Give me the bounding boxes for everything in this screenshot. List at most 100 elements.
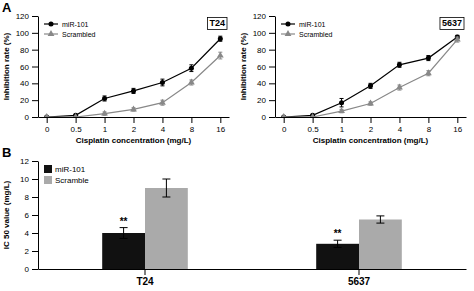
legend-marker [48, 21, 53, 26]
legend-item: miR-101 [281, 21, 326, 28]
chart-container: 00.5124816020406080100120Cisplatin conce… [0, 0, 474, 291]
y-tick-mark [269, 100, 275, 101]
legend-swatch [44, 176, 52, 184]
y-tick: 8 [25, 193, 38, 202]
title-frame [207, 17, 227, 29]
x-tick-mark [220, 117, 221, 123]
series-line [47, 39, 221, 117]
x-tick: 8 [190, 117, 195, 134]
legend-label: Scrambled [62, 31, 96, 38]
x-axis-title: Cisplatin concentration (mg/L) [313, 136, 429, 145]
series-line [284, 40, 458, 117]
x-tick-mark [162, 117, 163, 123]
panel-label: A [2, 0, 12, 15]
y-tick: 80 [20, 46, 38, 55]
x-tick-mark [134, 117, 135, 123]
error-bar [426, 56, 430, 61]
error-bar [103, 96, 107, 101]
y-tick-mark [32, 16, 38, 17]
legend: miR-101Scramble [44, 165, 89, 185]
error-bar [340, 98, 344, 106]
legend-label: Scrambled [299, 31, 333, 38]
x-tick: 4 [161, 117, 166, 134]
y-tick: 60 [20, 63, 38, 72]
x-tick: 8 [427, 117, 432, 134]
point-marker [188, 79, 195, 85]
x-tick: 16 [216, 117, 225, 134]
bar-series [145, 179, 402, 269]
y-tick-label: 120 [253, 12, 267, 21]
title-box: T24 [207, 17, 227, 29]
x-tick-mark [428, 117, 429, 123]
y-tick-mark [269, 67, 275, 68]
y-tick-label: 100 [16, 29, 30, 38]
y-tick: 12 [20, 157, 38, 166]
bar-series [102, 228, 359, 269]
y-tick-mark [32, 161, 38, 162]
y-tick-label: 60 [257, 63, 266, 72]
series [281, 35, 460, 117]
x-tick: 2 [132, 117, 137, 134]
y-tick: 20 [257, 96, 275, 105]
y-axis-line [38, 162, 39, 270]
point-marker [367, 100, 374, 106]
y-tick-mark [32, 100, 38, 101]
x-tick: 0 [282, 117, 287, 134]
x-tick-label: 8 [190, 125, 195, 134]
y-tick-label: 8 [25, 193, 30, 202]
y-tick-label: 0 [25, 265, 30, 274]
y-tick-label: 20 [257, 96, 266, 105]
plot-marks [280, 35, 460, 117]
point-marker [425, 69, 432, 75]
y-tick-label: 40 [257, 79, 266, 88]
point-marker [131, 88, 136, 93]
point-marker [280, 113, 287, 117]
point-marker [218, 36, 223, 41]
point-marker [102, 96, 107, 101]
y-tick-label: 0 [262, 113, 267, 122]
x-tick-label: 1 [340, 125, 345, 134]
y-tick-mark [32, 50, 38, 51]
y-tick-label: 6 [25, 211, 30, 220]
series-line [284, 37, 458, 117]
x-tick-label: 2 [369, 125, 374, 134]
x-tick: 0.5 [71, 117, 83, 134]
y-tick-mark [269, 50, 275, 51]
plot-marks [102, 179, 402, 269]
y-axis-title: IC 50 value (mg/L) [2, 180, 11, 249]
x-tick-label: 4 [161, 125, 166, 134]
point-marker [160, 80, 165, 85]
chart-svg: 00.5124816020406080100120Cisplatin conce… [0, 0, 474, 291]
x-tick-mark [371, 117, 372, 123]
x-tick-label: 16 [216, 125, 225, 134]
error-bar [397, 62, 401, 67]
x-tick-label: T24 [136, 276, 154, 287]
x-tick-mark [399, 117, 400, 123]
legend-label: miR-101 [299, 21, 326, 28]
y-tick-mark [32, 83, 38, 84]
x-axis-title: Cisplatin concentration (mg/L) [76, 136, 192, 145]
y-axis-title: Inhibition rate (%) [239, 32, 248, 100]
y-tick-label: 12 [20, 157, 29, 166]
y-tick-label: 0 [25, 113, 30, 122]
legend: miR-101 Scrambled [281, 21, 333, 38]
annotation: ** [120, 216, 128, 227]
point-marker [454, 36, 461, 42]
error-bar [160, 79, 164, 86]
y-tick: 100 [253, 29, 275, 38]
x-tick-label: 8 [427, 125, 432, 134]
error-bar [376, 216, 384, 223]
y-tick-label: 80 [257, 46, 266, 55]
y-tick-label: 4 [25, 229, 30, 238]
x-tick: 2 [369, 117, 374, 134]
legend-marker [285, 21, 290, 26]
series [43, 52, 223, 117]
annotation: ** [334, 228, 342, 239]
x-tick-mark [76, 117, 77, 123]
x-tick-label: 5637 [348, 276, 371, 287]
y-tick: 6 [25, 211, 38, 220]
line-panel: 00.5124816020406080100120Cisplatin conce… [239, 12, 467, 145]
x-tick-mark [105, 117, 106, 123]
legend-item: Scrambled [281, 30, 333, 38]
legend-label: Scramble [55, 176, 89, 185]
